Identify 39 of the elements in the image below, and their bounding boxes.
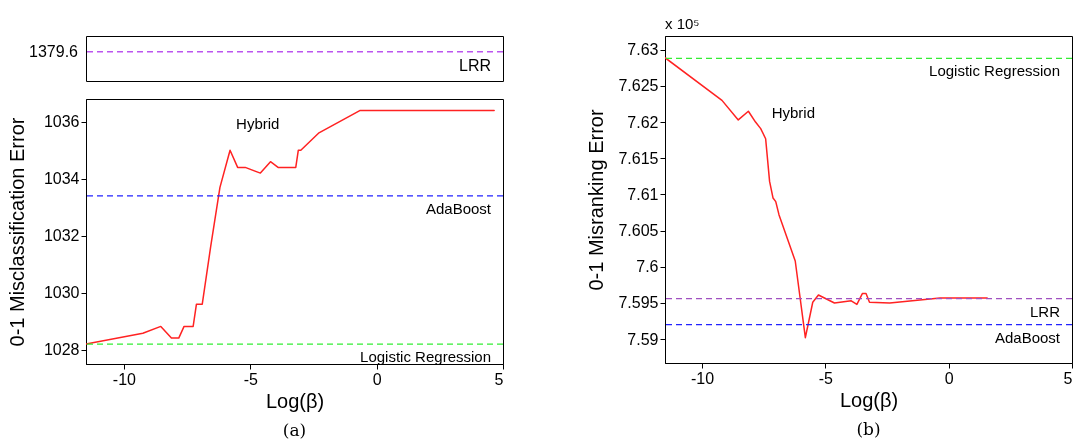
x-tick-label: -5 — [818, 369, 834, 387]
ref-line-label: Logistic Regression — [929, 62, 1060, 80]
y-axis-title: 0-1 Misranking Error — [584, 109, 607, 291]
text: (b) — [856, 419, 881, 439]
y-tick-label: 7.595 — [618, 294, 659, 312]
x-axis-title: Log(β) — [265, 389, 325, 412]
ref-line-label: AdaBoost — [994, 328, 1061, 346]
x-tick-label: 5 — [494, 370, 504, 388]
line-series — [86, 109, 495, 345]
y-tick-label: 1032 — [43, 227, 80, 245]
ref-line-label: LRR — [1029, 302, 1061, 320]
text: LRR — [458, 56, 491, 74]
y-tick-label: 7.625 — [618, 77, 659, 95]
y-axis-title: 0-1 Misclassification Error — [5, 117, 28, 347]
x-tick-label: 0 — [944, 369, 954, 387]
x-tick-label: -10 — [112, 370, 137, 388]
text: 1379.6 — [29, 42, 79, 60]
x-tick-label: -5 — [243, 370, 258, 388]
x-tick-label: -10 — [690, 369, 715, 387]
y-tick-label: 7.63 — [627, 41, 659, 59]
text: x 10⁵ — [665, 15, 700, 32]
x-tick-label: 5 — [1063, 369, 1073, 387]
annotation: Hybrid — [771, 103, 815, 121]
y-tick-label: 1034 — [43, 170, 80, 188]
x-axis-title: Log(β) — [839, 388, 899, 411]
y-tick-label: 7.59 — [627, 330, 659, 348]
y-tick-label: 1028 — [43, 341, 80, 359]
y-tick-label: 7.62 — [627, 113, 659, 131]
y-tick-label: 7.61 — [627, 185, 659, 203]
text: (a) — [282, 420, 307, 440]
x-tick-label: 0 — [372, 370, 382, 388]
y-tick-label: 7.605 — [618, 222, 659, 240]
y-tick-label: 1036 — [43, 113, 80, 131]
annotation: Hybrid — [236, 115, 280, 133]
ref-line-label: Logistic Regression — [360, 348, 491, 366]
y-tick-label: 1030 — [43, 284, 80, 302]
y-tick-label: 7.6 — [636, 258, 659, 276]
y-tick-label: 7.615 — [618, 149, 659, 167]
ref-line-label: AdaBoost — [425, 199, 492, 217]
